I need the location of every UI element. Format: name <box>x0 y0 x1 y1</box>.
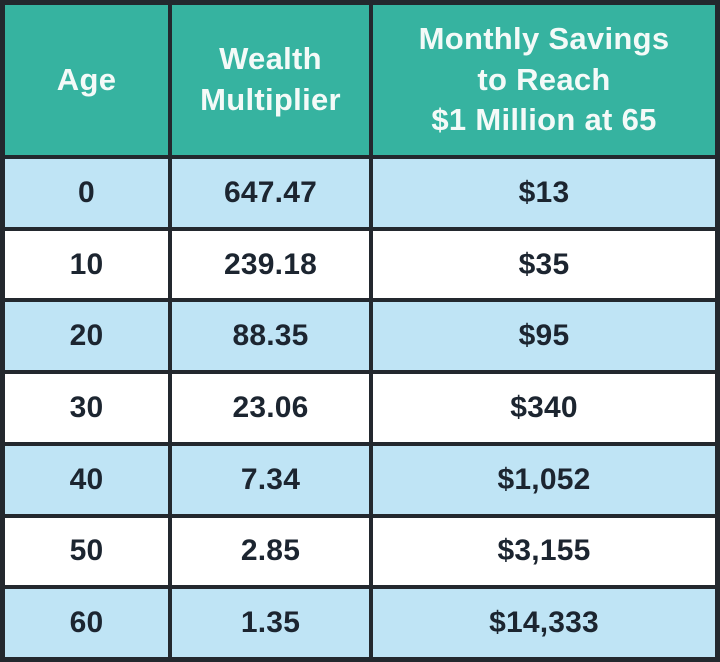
age-cell: 0 <box>5 159 168 227</box>
age-cell: 40 <box>5 445 168 514</box>
age-cell: 60 <box>5 589 168 657</box>
multiplier-cell: 239.18 <box>172 230 369 299</box>
savings-cell: $3,155 <box>373 517 715 586</box>
multiplier-cell: 2.85 <box>172 517 369 586</box>
savings-cell: $35 <box>373 230 715 299</box>
savings-cell: $13 <box>373 159 715 227</box>
age-cell: 10 <box>5 230 168 299</box>
column-header-monthly-savings: Monthly Savings to Reach $1 Million at 6… <box>373 5 715 155</box>
multiplier-cell: 1.35 <box>172 589 369 657</box>
savings-cell: $340 <box>373 374 715 442</box>
column-header-wealth-multiplier: Wealth Multiplier <box>172 5 369 155</box>
age-cell: 20 <box>5 302 168 371</box>
savings-cell: $1,052 <box>373 445 715 514</box>
multiplier-cell: 23.06 <box>172 374 369 442</box>
age-cell: 50 <box>5 517 168 586</box>
savings-cell: $95 <box>373 302 715 371</box>
savings-cell: $14,333 <box>373 589 715 657</box>
multiplier-cell: 647.47 <box>172 159 369 227</box>
column-header-age: Age <box>5 5 168 155</box>
age-cell: 30 <box>5 374 168 442</box>
multiplier-cell: 88.35 <box>172 302 369 371</box>
multiplier-cell: 7.34 <box>172 445 369 514</box>
